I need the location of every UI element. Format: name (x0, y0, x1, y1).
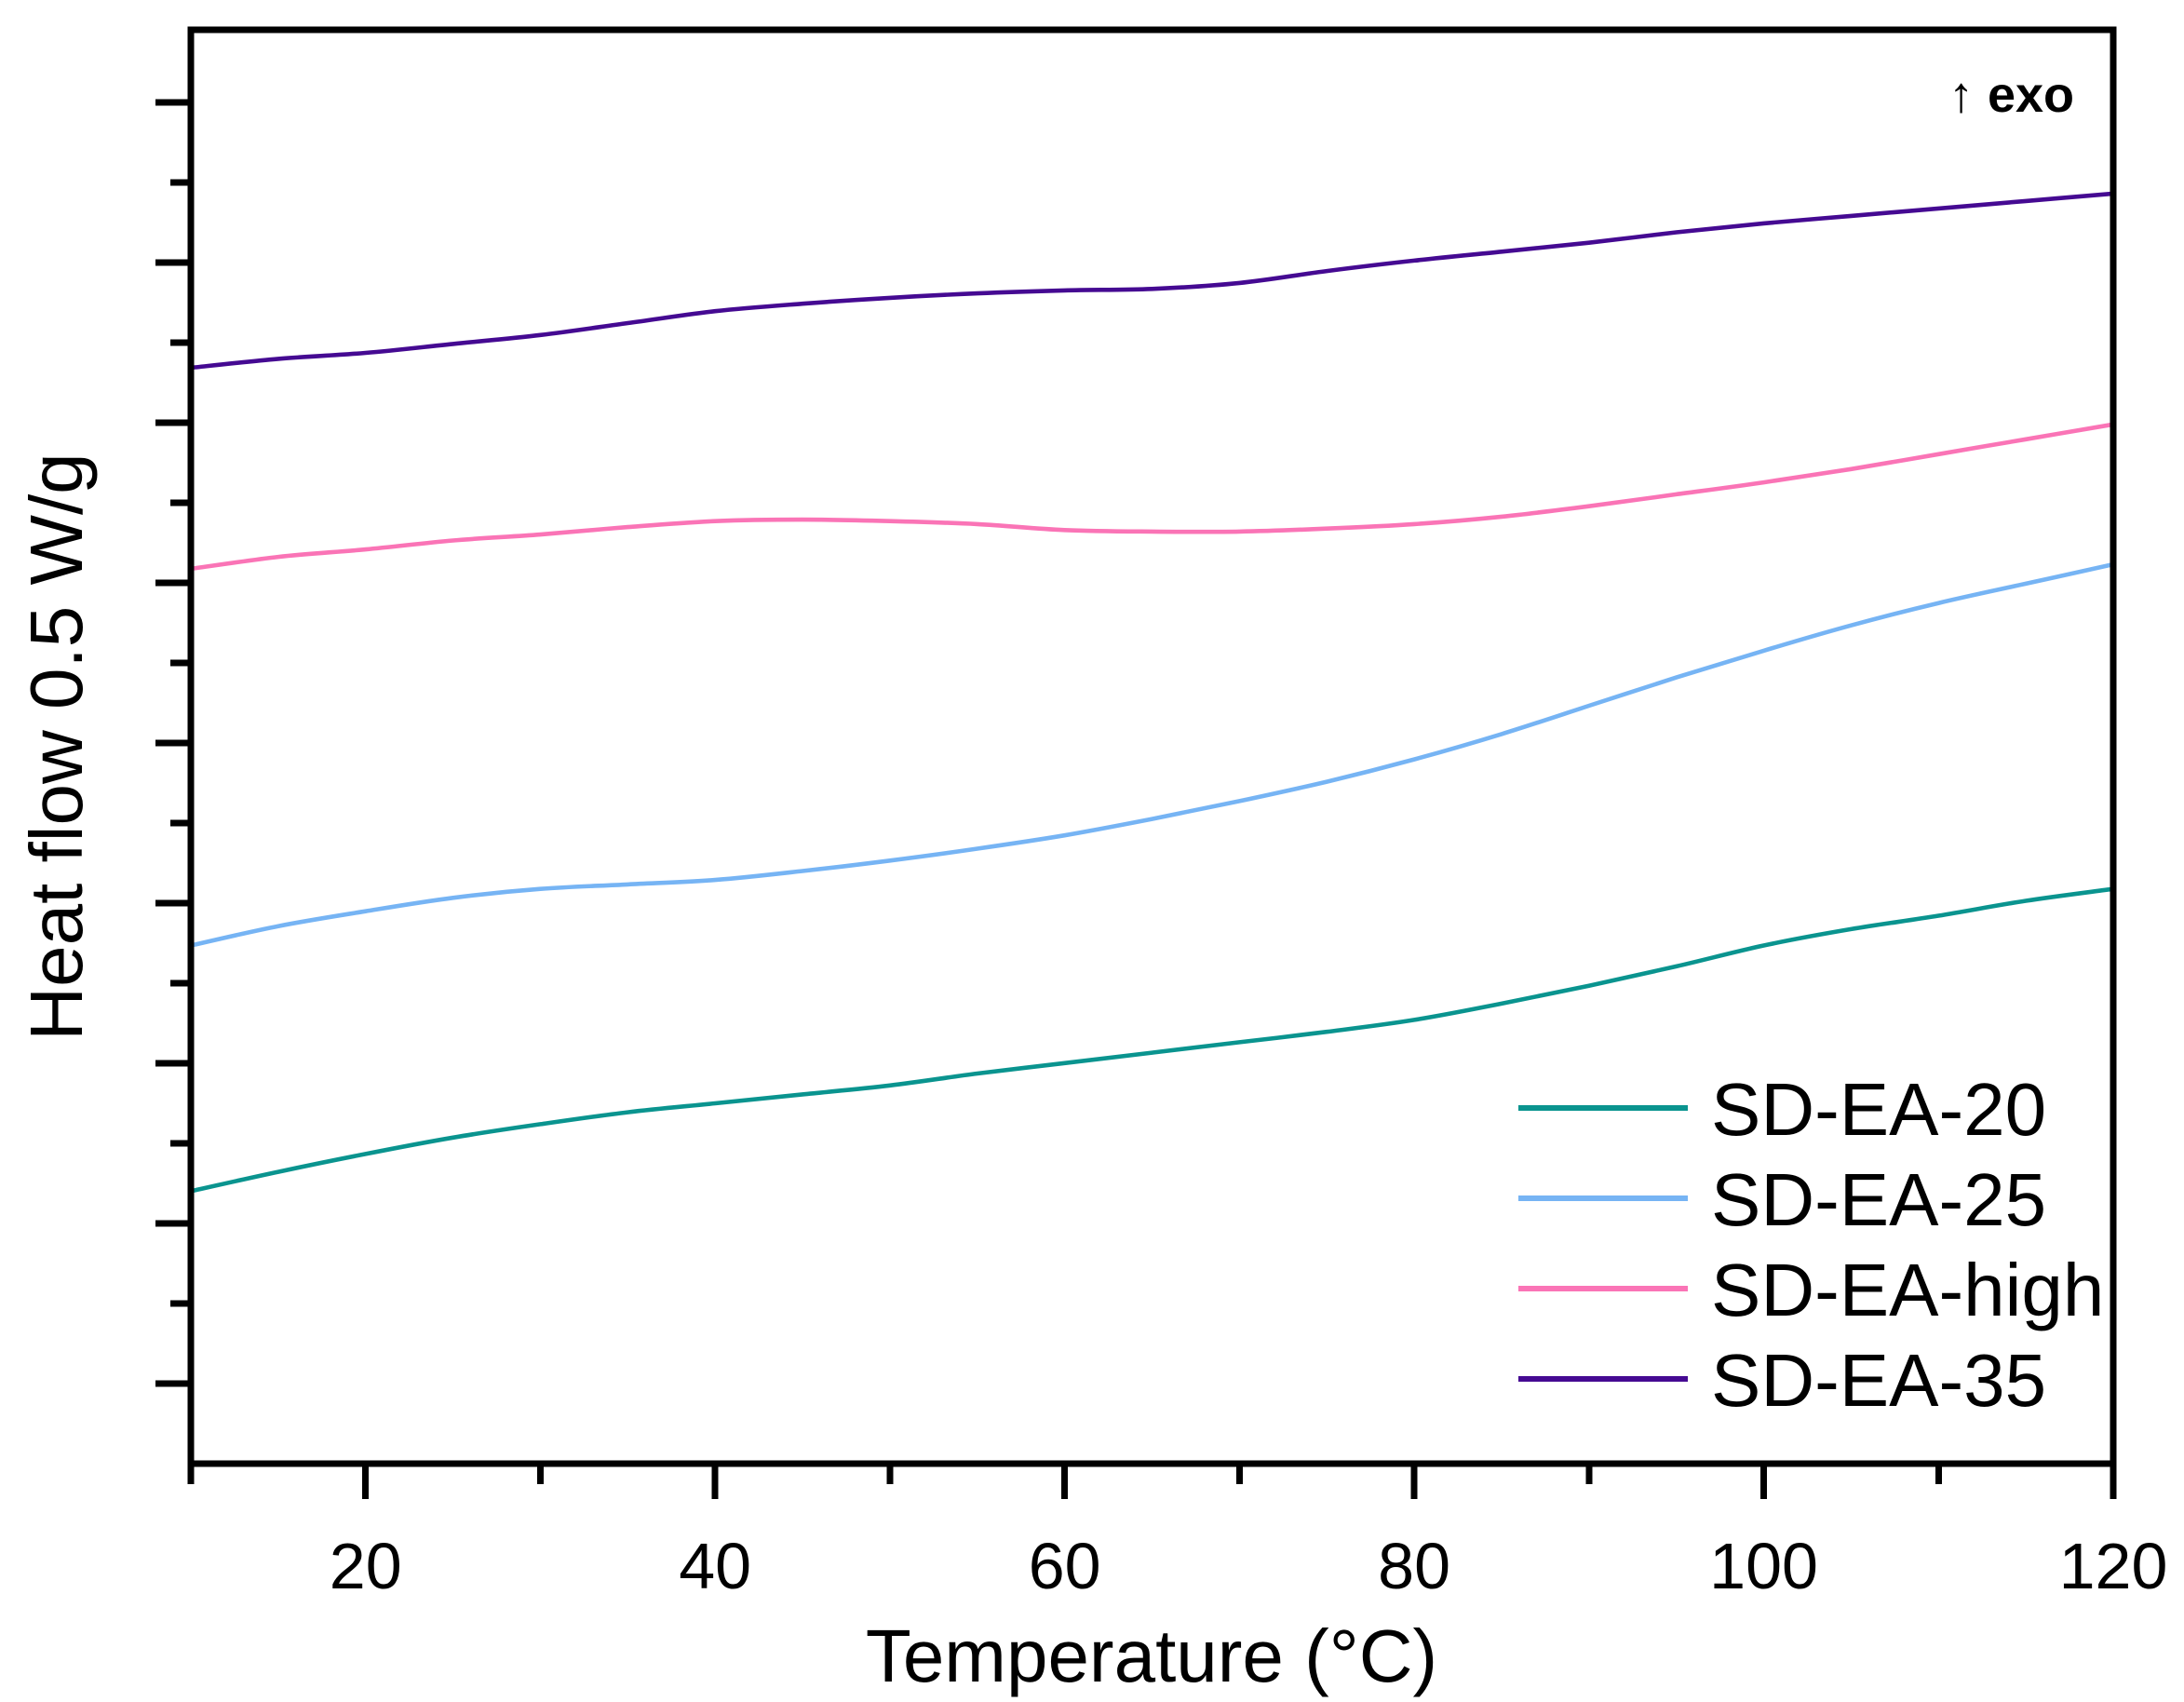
x-tick-label: 20 (330, 1530, 402, 1602)
x-tick-label: 80 (1378, 1530, 1450, 1602)
x-tick-labels: 20 40 60 80 100 120 (330, 1530, 2168, 1602)
axis-ticks (155, 99, 2117, 1499)
curves-group (188, 191, 2116, 1194)
x-tick-label: 120 (2059, 1530, 2168, 1602)
curve-sd-ea-high (188, 422, 2116, 572)
curve-sd-ea-20 (188, 886, 2116, 1194)
legend-label-sd-ea-25: SD-EA-25 (1711, 1158, 2046, 1241)
x-tick-label: 60 (1029, 1530, 1101, 1602)
legend-label-sd-ea-high: SD-EA-high (1711, 1249, 2104, 1331)
legend-label-sd-ea-35: SD-EA-35 (1711, 1339, 2046, 1422)
x-tick-label: 100 (1709, 1530, 1818, 1602)
legend-label-sd-ea-20: SD-EA-20 (1711, 1068, 2046, 1151)
x-axis-title: Temperature (°C) (866, 1614, 1437, 1697)
plot-border (187, 26, 2117, 1467)
exo-annotation: ↑ exo (1948, 67, 2074, 123)
curve-sd-ea-25 (188, 561, 2116, 948)
x-tick-label: 40 (679, 1530, 751, 1602)
curve-sd-ea-35 (188, 191, 2116, 371)
y-axis-title: Heat flow 0.5 W/g (15, 453, 98, 1040)
